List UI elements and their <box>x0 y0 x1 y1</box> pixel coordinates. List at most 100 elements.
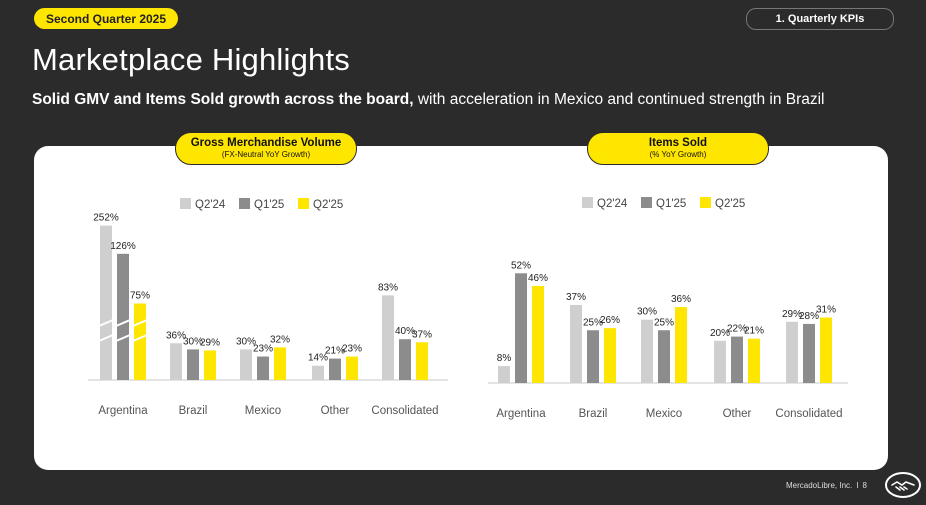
gmv-bar <box>187 349 199 380</box>
subtitle-bold: Solid GMV and Items Sold growth across t… <box>32 91 414 108</box>
items-data-label: 37% <box>566 292 586 303</box>
gmv-legend-label: Q1'25 <box>254 199 284 211</box>
items-bar <box>820 317 832 383</box>
gmv-bar <box>416 342 428 380</box>
gmv-legend-label: Q2'24 <box>195 199 226 211</box>
gmv-bar <box>134 303 146 380</box>
items-category-label: Consolidated <box>775 408 842 420</box>
items-data-label: 36% <box>671 294 691 305</box>
page-number: 8 <box>862 481 867 490</box>
gmv-bar <box>117 253 129 380</box>
gmv-bar <box>274 347 286 380</box>
footer-separator: I <box>856 481 859 490</box>
items-bar <box>731 336 743 383</box>
gmv-category-label: Brazil <box>179 405 208 417</box>
items-chart-title: Items Sold <box>648 137 708 149</box>
items-bar <box>714 340 726 383</box>
items-category-label: Other <box>723 408 752 420</box>
section-tab[interactable]: 1. Quarterly KPIs <box>746 8 894 30</box>
items-bar <box>658 330 670 383</box>
footer: MercadoLibre, Inc. I 8 <box>786 481 867 490</box>
items-bar <box>803 323 815 383</box>
items-bar <box>748 338 760 383</box>
items-bar <box>515 273 527 383</box>
items-legend-label: Q2'24 <box>597 198 628 210</box>
items-legend-swatch <box>700 197 711 208</box>
gmv-data-label: 23% <box>342 344 362 355</box>
items-legend-label: Q2'25 <box>715 198 745 210</box>
gmv-axis-break-mark <box>115 319 131 327</box>
items-bar <box>498 366 510 383</box>
gmv-axis-break-mark <box>98 334 114 342</box>
gmv-data-label: 37% <box>412 329 432 340</box>
gmv-axis-break-mark <box>132 334 148 342</box>
gmv-category-label: Argentina <box>98 405 148 417</box>
gmv-legend-swatch <box>298 198 309 209</box>
gmv-data-label: 30% <box>183 336 203 347</box>
items-data-label: 25% <box>583 317 603 328</box>
items-category-label: Argentina <box>496 408 546 420</box>
items-bar <box>604 328 616 383</box>
gmv-bar <box>100 225 112 380</box>
items-data-label: 28% <box>799 311 819 322</box>
gmv-bar <box>382 295 394 380</box>
items-bar <box>675 307 687 383</box>
gmv-data-label: 252% <box>93 213 119 224</box>
items-category-label: Mexico <box>646 408 682 420</box>
gmv-legend-label: Q2'25 <box>313 199 343 211</box>
items-data-label: 25% <box>654 317 674 328</box>
items-data-label: 52% <box>511 260 531 271</box>
gmv-bar <box>399 339 411 380</box>
items-category-label: Brazil <box>579 408 608 420</box>
gmv-data-label: 83% <box>378 282 398 293</box>
items-data-label: 21% <box>744 326 764 337</box>
items-chart-label: Items Sold (% YoY Growth) <box>587 132 769 165</box>
items-data-label: 20% <box>710 328 730 339</box>
gmv-category-label: Other <box>321 405 350 417</box>
gmv-category-label: Mexico <box>245 405 281 417</box>
items-legend-label: Q1'25 <box>656 198 686 210</box>
quarter-badge: Second Quarter 2025 <box>34 8 178 29</box>
gmv-data-label: 126% <box>110 241 136 252</box>
items-bar <box>587 330 599 383</box>
items-bar <box>786 321 798 383</box>
page-subtitle: Solid GMV and Items Sold growth across t… <box>32 91 825 109</box>
gmv-data-label: 75% <box>130 291 150 302</box>
gmv-data-label: 29% <box>200 337 220 348</box>
page-title: Marketplace Highlights <box>32 42 350 77</box>
gmv-legend-swatch <box>239 198 250 209</box>
items-chart: Q2'24 Q1'25 Q2'258%52%46%Argentina37%25%26… <box>488 197 848 420</box>
gmv-bar <box>346 356 358 380</box>
gmv-bar <box>257 356 269 380</box>
gmv-data-label: 36% <box>166 330 186 341</box>
items-bar <box>570 304 582 383</box>
gmv-axis-break-mark <box>115 334 131 342</box>
items-data-label: 29% <box>782 309 802 320</box>
gmv-data-label: 32% <box>270 334 290 345</box>
subtitle-rest: with acceleration in Mexico and continue… <box>413 91 825 108</box>
gmv-bar <box>329 358 341 380</box>
gmv-chart-subtitle: (FX-Neutral YoY Growth) <box>221 150 311 159</box>
gmv-bar <box>312 365 324 380</box>
gmv-bar <box>240 349 252 380</box>
items-legend-swatch <box>582 197 593 208</box>
items-data-label: 30% <box>637 307 657 318</box>
gmv-bar <box>170 343 182 380</box>
gmv-chart-label: Gross Merchandise Volume (FX-Neutral YoY… <box>175 132 357 165</box>
items-legend-swatch <box>641 197 652 208</box>
gmv-axis-break-mark <box>98 319 114 327</box>
charts-panel <box>34 146 888 470</box>
items-data-label: 26% <box>600 315 620 326</box>
gmv-chart-title: Gross Merchandise Volume <box>190 137 342 149</box>
items-bar <box>641 319 653 383</box>
handshake-logo-icon <box>885 472 921 498</box>
gmv-data-label: 21% <box>325 346 345 357</box>
footer-company: MercadoLibre, Inc. <box>786 481 853 490</box>
gmv-category-label: Consolidated <box>371 405 438 417</box>
gmv-data-label: 40% <box>395 326 415 337</box>
items-data-label: 31% <box>816 305 836 316</box>
gmv-data-label: 23% <box>253 344 273 355</box>
gmv-chart: Q2'24 Q1'25 Q2'25 252% 126% 75% Argentina 36%30… <box>88 198 448 417</box>
items-data-label: 22% <box>727 324 747 335</box>
